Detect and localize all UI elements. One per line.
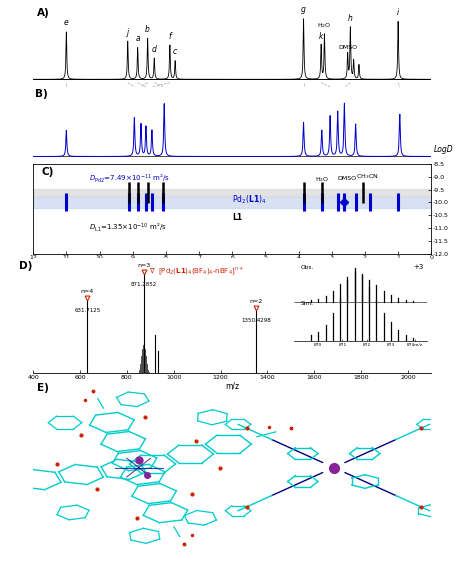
Text: CH$_3$CN: CH$_3$CN bbox=[356, 172, 379, 181]
Text: a: a bbox=[136, 34, 140, 43]
Text: n=3: n=3 bbox=[137, 263, 150, 268]
Text: LogD: LogD bbox=[433, 145, 453, 154]
Bar bbox=[33, 196, 431, 208]
Text: i: i bbox=[397, 8, 399, 17]
Text: h: h bbox=[348, 15, 353, 24]
Text: DMSO: DMSO bbox=[338, 44, 357, 50]
Text: c: c bbox=[173, 47, 177, 56]
Text: L1: L1 bbox=[232, 213, 242, 222]
Text: Pd$_2$($\mathbf{L1}$)$_4$: Pd$_2$($\mathbf{L1}$)$_4$ bbox=[232, 194, 267, 206]
Text: g: g bbox=[301, 5, 306, 14]
Text: n=4: n=4 bbox=[81, 289, 94, 294]
Text: C): C) bbox=[41, 167, 54, 177]
Text: f: f bbox=[169, 32, 171, 41]
Text: B): B) bbox=[35, 89, 48, 99]
Text: 871.2852: 871.2852 bbox=[130, 282, 157, 287]
Text: n=2: n=2 bbox=[249, 299, 263, 304]
Text: d: d bbox=[152, 44, 157, 53]
Text: b: b bbox=[145, 25, 150, 34]
Text: j: j bbox=[127, 28, 129, 37]
Text: $D_{\mathrm{Pd2}}$=7.49×10$^{-11}$ m²/s: $D_{\mathrm{Pd2}}$=7.49×10$^{-11}$ m²/s bbox=[89, 173, 170, 185]
Text: $\nabla$  [Pd$_2$($\mathbf{L1}$)$_4$(BF$_4$)$_4$-nBF$_4$]$^{n+}$: $\nabla$ [Pd$_2$($\mathbf{L1}$)$_4$(BF$_… bbox=[149, 265, 244, 276]
Text: H$_2$O: H$_2$O bbox=[315, 175, 329, 184]
Text: D): D) bbox=[19, 261, 33, 271]
X-axis label: m/z: m/z bbox=[225, 381, 239, 390]
Text: 631.7125: 631.7125 bbox=[74, 308, 100, 313]
Text: k: k bbox=[319, 32, 323, 41]
Text: E): E) bbox=[37, 383, 49, 393]
Text: A): A) bbox=[37, 8, 50, 18]
Text: e: e bbox=[64, 19, 69, 28]
Text: $D_{\mathrm{L1}}$=1.35×10$^{-10}$ m²/s: $D_{\mathrm{L1}}$=1.35×10$^{-10}$ m²/s bbox=[89, 221, 167, 234]
Text: H$_2$O: H$_2$O bbox=[318, 21, 332, 30]
Text: 1350.4298: 1350.4298 bbox=[241, 318, 271, 323]
Text: DMSO: DMSO bbox=[337, 176, 356, 181]
Bar bbox=[33, 189, 431, 196]
